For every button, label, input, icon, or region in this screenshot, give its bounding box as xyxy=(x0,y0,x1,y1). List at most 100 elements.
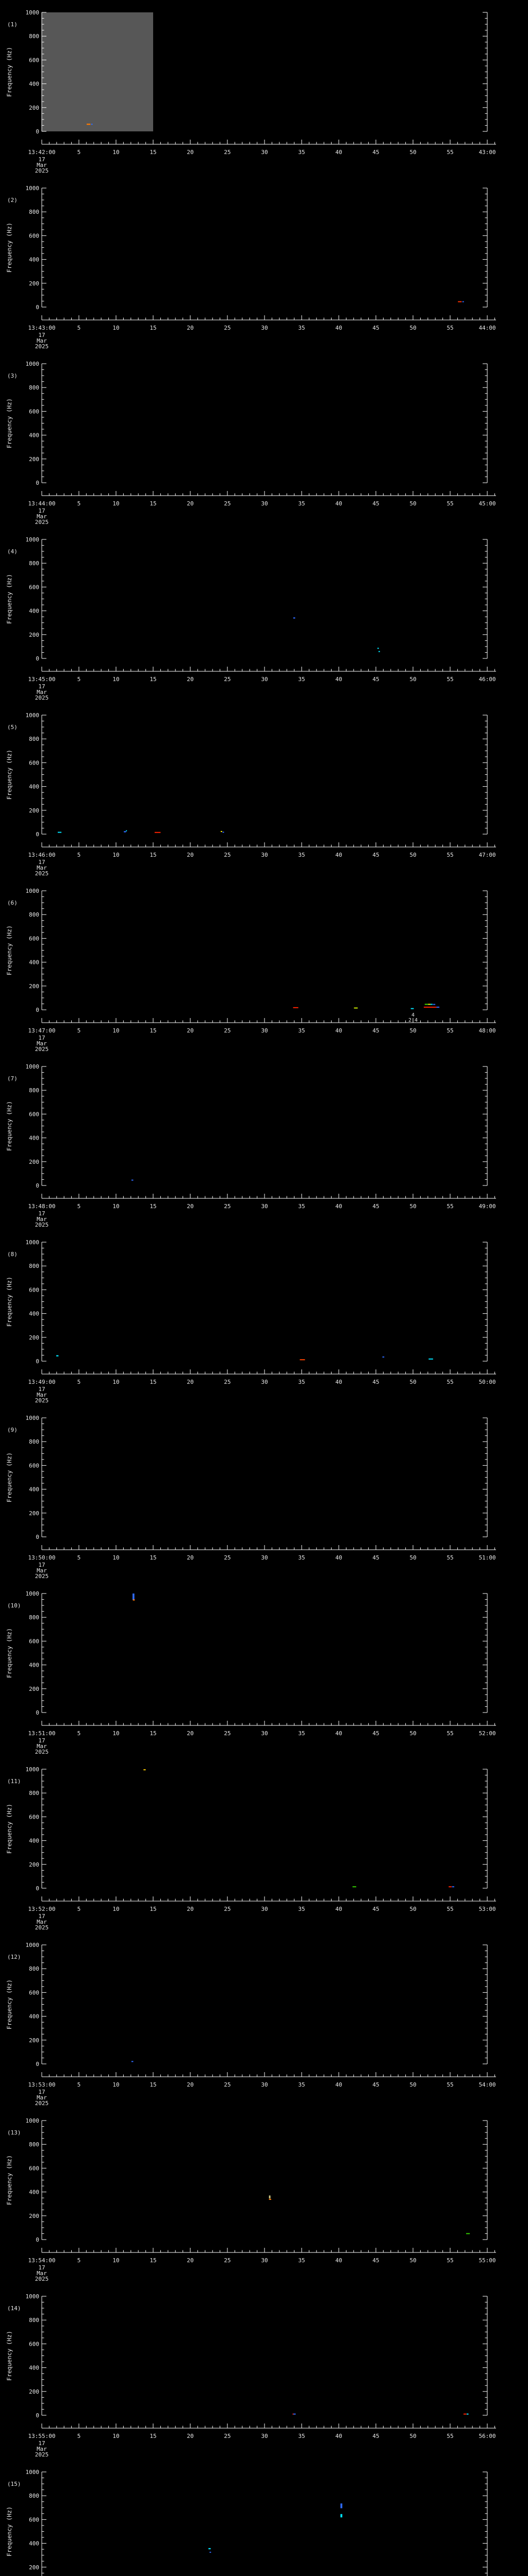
x-tick-label: 55 xyxy=(447,149,453,156)
x-tick-label: 15 xyxy=(150,2433,156,2439)
date-line: 17 xyxy=(38,1737,45,1744)
x-tick-label: 5 xyxy=(77,1027,81,1034)
x-tick-label: 45 xyxy=(372,1554,379,1561)
y-tick-label: 400 xyxy=(29,2365,39,2371)
event-mark xyxy=(428,1358,433,1360)
panel-number: (5) xyxy=(7,724,18,731)
x-tick-label: 50 xyxy=(409,1027,416,1034)
y-tick-label: 800 xyxy=(29,2317,39,2324)
freq-axis-title: Frequency (Hz) xyxy=(6,1804,13,1854)
start-time-label: 13:52:00 xyxy=(28,1906,56,1912)
x-tick-label: 35 xyxy=(298,2081,305,2088)
end-time-label: 50:00 xyxy=(478,1379,496,1385)
y-tick-label: 200 xyxy=(29,1861,39,1868)
y-tick-label: 1000 xyxy=(26,1590,40,1597)
spectrogram-panel-15: 0200400600800100013:56:00510152025303540… xyxy=(6,2469,488,2576)
x-tick-label: 15 xyxy=(150,1027,156,1034)
y-tick-label: 400 xyxy=(29,2189,39,2196)
y-tick-label: 400 xyxy=(29,432,39,439)
x-tick-label: 25 xyxy=(224,1203,230,1210)
x-tick-label: 15 xyxy=(150,1730,156,1737)
y-tick-label: 1000 xyxy=(26,1063,40,1070)
x-tick-label: 5 xyxy=(77,1554,81,1561)
x-tick-label: 10 xyxy=(112,1730,119,1737)
x-tick-label: 40 xyxy=(335,852,342,858)
y-tick-label: 400 xyxy=(29,1838,39,1844)
x-tick-label: 15 xyxy=(150,1379,156,1385)
x-tick-label: 15 xyxy=(150,852,156,858)
start-time-label: 13:49:00 xyxy=(28,1379,56,1385)
x-tick-label: 10 xyxy=(112,325,119,331)
x-tick-label: 30 xyxy=(261,325,268,331)
y-tick-label: 600 xyxy=(29,1989,39,1996)
x-tick-label: 20 xyxy=(187,325,193,331)
event-mark xyxy=(87,123,91,125)
freq-axis-title: Frequency (Hz) xyxy=(6,2155,13,2205)
x-tick-label: 15 xyxy=(150,676,156,683)
y-tick-label: 600 xyxy=(29,232,39,239)
x-tick-label: 10 xyxy=(112,2257,119,2264)
y-tick-label: 800 xyxy=(29,209,39,215)
event-mark xyxy=(377,648,379,649)
y-tick-label: 600 xyxy=(29,2341,39,2347)
x-tick-label: 30 xyxy=(261,676,268,683)
date-line: 17 xyxy=(38,1562,45,1568)
x-tick-label: 15 xyxy=(150,500,156,507)
event-mark xyxy=(449,1886,452,1888)
x-tick-label: 50 xyxy=(409,1730,416,1737)
date-line: 2025 xyxy=(35,519,49,526)
x-tick-label: 40 xyxy=(335,676,342,683)
y-tick-label: 400 xyxy=(29,257,39,263)
x-tick-label: 20 xyxy=(187,1379,193,1385)
x-tick-label: 25 xyxy=(224,2433,230,2439)
x-tick-label: 40 xyxy=(335,2257,342,2264)
y-tick-label: 0 xyxy=(36,480,39,486)
x-tick-label: 5 xyxy=(77,2257,81,2264)
y-tick-label: 600 xyxy=(29,1111,39,1117)
x-tick-label: 45 xyxy=(372,1203,379,1210)
x-tick-label: 5 xyxy=(77,676,81,683)
start-time-label: 13:47:00 xyxy=(28,1027,56,1034)
x-tick-label: 40 xyxy=(335,500,342,507)
start-time-label: 13:42:00 xyxy=(28,149,56,156)
date-line: 2025 xyxy=(35,870,49,877)
y-tick-label: 600 xyxy=(29,2165,39,2172)
x-tick-label: 25 xyxy=(224,325,230,331)
x-tick-label: 25 xyxy=(224,2081,230,2088)
x-tick-label: 20 xyxy=(187,1906,193,1912)
panel-number: (3) xyxy=(7,372,18,379)
x-tick-label: 40 xyxy=(335,325,342,331)
x-tick-label: 40 xyxy=(335,1906,342,1912)
date-line: 2025 xyxy=(35,1046,49,1053)
event-mark xyxy=(292,2413,294,2415)
x-tick-label: 55 xyxy=(447,1203,453,1210)
x-tick-label: 50 xyxy=(409,1379,416,1385)
x-tick-label: 25 xyxy=(224,1027,230,1034)
x-tick-label: 15 xyxy=(150,1203,156,1210)
date-line: 17 xyxy=(38,332,45,338)
y-tick-label: 800 xyxy=(29,384,39,391)
event-mark xyxy=(124,831,126,833)
event-mark xyxy=(424,1004,428,1005)
panel-number: (15) xyxy=(7,2481,21,2487)
x-tick-label: 20 xyxy=(187,2257,193,2264)
y-tick-label: 1000 xyxy=(26,2117,40,2124)
x-tick-label: 10 xyxy=(112,1027,119,1034)
date-line: 17 xyxy=(38,1035,45,1041)
x-tick-label: 35 xyxy=(298,1027,305,1034)
x-tick-label: 30 xyxy=(261,1906,268,1912)
date-line: 17 xyxy=(38,683,45,690)
x-tick-label: 50 xyxy=(409,852,416,858)
date-line: 2025 xyxy=(35,167,49,174)
y-tick-label: 400 xyxy=(29,1662,39,1669)
end-time-label: 54:00 xyxy=(478,2081,496,2088)
y-tick-label: 200 xyxy=(29,807,39,814)
date-line: 17 xyxy=(38,2264,45,2271)
x-tick-label: 20 xyxy=(187,1730,193,1737)
x-tick-label: 30 xyxy=(261,2257,268,2264)
y-tick-label: 200 xyxy=(29,983,39,990)
event-mark xyxy=(126,830,127,832)
